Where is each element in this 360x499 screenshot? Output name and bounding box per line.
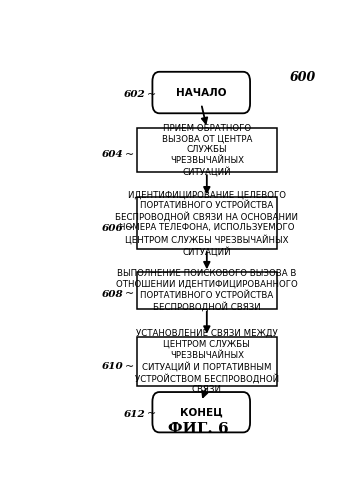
Text: ВЫПОЛНЕНИЕ ПОИСКОВОГО ВЫЗОВА В
ОТНОШЕНИИ ИДЕНТИФИЦИРОВАННОГО
ПОРТАТИВНОГО УСТРОЙ: ВЫПОЛНЕНИЕ ПОИСКОВОГО ВЫЗОВА В ОТНОШЕНИИ… (116, 269, 298, 311)
Bar (137, 336, 276, 387)
Text: ФИГ. 6: ФИГ. 6 (168, 422, 229, 436)
Text: НАЧАЛО: НАЧАЛО (176, 87, 226, 97)
Text: ~: ~ (125, 289, 134, 299)
Text: ~: ~ (147, 409, 156, 419)
Text: ПРИЕМ ОБРАТНОГО
ВЫЗОВА ОТ ЦЕНТРА
СЛУЖБЫ
ЧРЕЗВЫЧАЙНЫХ
СИТУАЦИЙ: ПРИЕМ ОБРАТНОГО ВЫЗОВА ОТ ЦЕНТРА СЛУЖБЫ … (162, 124, 252, 177)
Bar (137, 197, 276, 249)
Text: ~: ~ (125, 150, 134, 160)
Text: ~: ~ (125, 224, 134, 234)
FancyBboxPatch shape (152, 392, 250, 433)
Text: ~: ~ (125, 361, 134, 371)
Text: ИДЕНТИФИЦИРОВАНИЕ ЦЕЛЕВОГО
ПОРТАТИВНОГО УСТРОЙСТВА
БЕСПРОВОДНОЙ СВЯЗИ НА ОСНОВАН: ИДЕНТИФИЦИРОВАНИЕ ЦЕЛЕВОГО ПОРТАТИВНОГО … (115, 190, 298, 256)
Bar (137, 272, 276, 309)
Text: 612: 612 (124, 410, 145, 419)
Text: 600: 600 (289, 71, 316, 84)
Text: 608: 608 (102, 289, 123, 298)
Bar (137, 128, 276, 172)
Text: КОНЕЦ: КОНЕЦ (180, 407, 222, 417)
Text: 606: 606 (102, 224, 123, 233)
Text: 604: 604 (102, 150, 123, 159)
Text: 610: 610 (102, 362, 123, 371)
FancyBboxPatch shape (152, 72, 250, 113)
Text: 602: 602 (124, 90, 145, 99)
Text: ~: ~ (147, 90, 156, 100)
Text: УСТАНОВЛЕНИЕ СВЯЗИ МЕЖДУ
ЦЕНТРОМ СЛУЖБЫ
ЧРЕЗВЫЧАЙНЫХ
СИТУАЦИЙ И ПОРТАТИВНЫМ
УСТР: УСТАНОВЛЕНИЕ СВЯЗИ МЕЖДУ ЦЕНТРОМ СЛУЖБЫ … (135, 329, 279, 394)
